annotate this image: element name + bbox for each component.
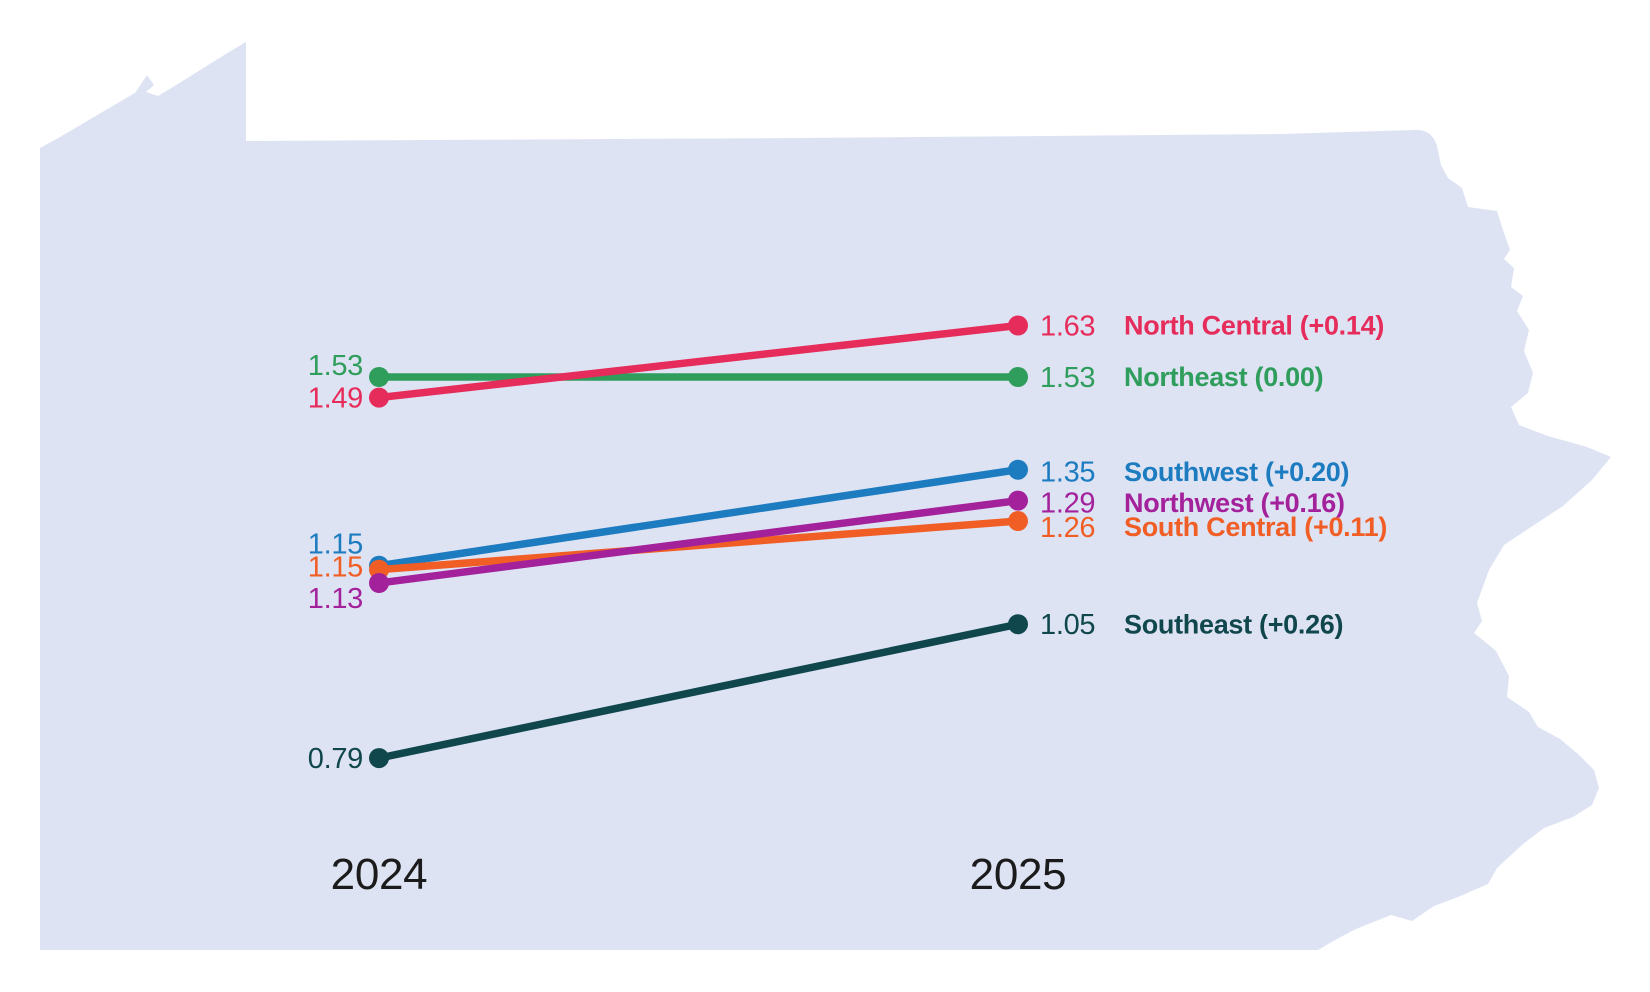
value-2024-southwest: 1.15 bbox=[308, 529, 363, 561]
value-2025-southwest: 1.35 bbox=[1040, 457, 1095, 489]
dot-2025-northwest bbox=[1008, 490, 1028, 511]
dot-2024-north-central bbox=[369, 387, 389, 408]
slope-line-southeast bbox=[378, 620, 1019, 762]
value-2025-southeast: 1.05 bbox=[1040, 609, 1095, 641]
value-2024-northeast: 1.53 bbox=[308, 350, 363, 382]
dot-2025-northeast bbox=[1008, 367, 1028, 387]
value-2024-southeast: 0.79 bbox=[308, 743, 363, 775]
value-2025-south-central: 1.26 bbox=[1040, 512, 1095, 544]
dot-2024-northwest bbox=[369, 573, 389, 593]
dot-2025-southeast bbox=[1008, 614, 1028, 635]
region-label-southwest: Southwest (+0.20) bbox=[1124, 457, 1349, 487]
slope-line-southwest bbox=[378, 465, 1019, 570]
x-axis-label-2025: 2025 bbox=[970, 850, 1067, 899]
dot-2024-southeast bbox=[369, 748, 389, 769]
dot-2025-southwest bbox=[1008, 459, 1028, 480]
region-label-north-central: North Central (+0.14) bbox=[1124, 311, 1384, 341]
slope-line-north-central bbox=[378, 321, 1019, 402]
value-2025-north-central: 1.63 bbox=[1040, 310, 1095, 342]
value-2024-north-central: 1.49 bbox=[308, 382, 363, 414]
region-label-south-central: South Central (+0.11) bbox=[1124, 512, 1387, 542]
slope-line-northwest bbox=[378, 496, 1019, 587]
dot-2025-north-central bbox=[1008, 315, 1028, 336]
region-label-northwest: Northwest (+0.16) bbox=[1124, 488, 1345, 518]
value-2025-northeast: 1.53 bbox=[1040, 362, 1095, 394]
slope-chart: 0.79 1.05 Southeast (+0.26) 1.15 1.35 Southwe… bbox=[308, 310, 1388, 775]
value-2024-south-central: 1.15 bbox=[308, 552, 363, 584]
dot-2025-south-central bbox=[1008, 511, 1028, 532]
region-label-northeast: Northeast (0.00) bbox=[1124, 362, 1323, 392]
dot-2024-northeast bbox=[369, 367, 389, 387]
value-2025-northwest: 1.29 bbox=[1040, 487, 1095, 519]
value-2024-northwest: 1.13 bbox=[308, 583, 363, 615]
region-label-southeast: Southeast (+0.26) bbox=[1124, 609, 1343, 639]
x-axis-label-2024: 2024 bbox=[331, 850, 428, 899]
